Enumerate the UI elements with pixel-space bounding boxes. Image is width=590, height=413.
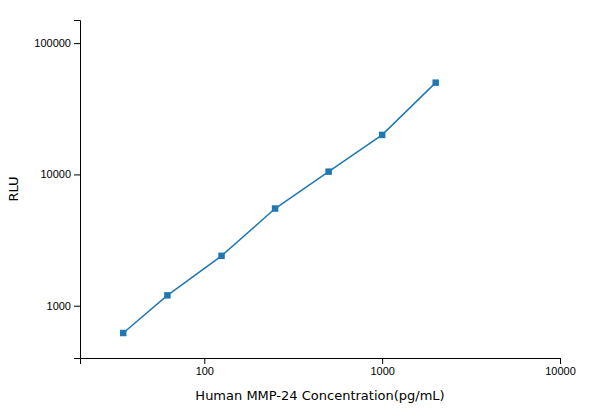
plot-area: 100 1000 10000 1000 10000 100000 Human MMP-24 … xyxy=(6,21,576,404)
y-axis-title: RLU xyxy=(6,176,21,201)
tick-label: 1000 xyxy=(370,365,394,377)
marks xyxy=(120,79,439,336)
tick-mark xyxy=(74,174,80,175)
axis-line xyxy=(81,359,561,365)
chart: 100 1000 10000 1000 10000 100000 Human MMP-24 … xyxy=(0,0,590,413)
tick: 10000 xyxy=(40,168,80,180)
tick: 1000 xyxy=(47,300,80,312)
line xyxy=(123,83,435,333)
tick-mark xyxy=(204,358,205,364)
tick-label: 1000 xyxy=(47,300,71,312)
point xyxy=(432,79,438,85)
tick: 1000 xyxy=(370,358,394,377)
point xyxy=(218,253,224,259)
x-axis-title: Human MMP-24 Concentration(pg/mL) xyxy=(195,388,444,403)
tick: 100000 xyxy=(34,37,80,49)
tick-mark xyxy=(74,306,80,307)
point xyxy=(379,132,385,138)
point xyxy=(325,168,331,174)
tick: 100 xyxy=(196,358,214,377)
tick-label: 100 xyxy=(196,365,214,377)
tick-mark xyxy=(560,358,561,364)
y-axis: 1000 10000 100000 xyxy=(34,21,80,359)
point xyxy=(120,330,126,336)
axis-line xyxy=(74,21,81,359)
x-axis: 100 1000 10000 xyxy=(81,358,576,377)
tick-label: 10000 xyxy=(545,365,576,377)
point xyxy=(272,205,278,211)
tick-mark xyxy=(382,358,383,364)
point xyxy=(164,292,170,298)
tick: 10000 xyxy=(545,358,576,377)
tick-mark xyxy=(74,43,80,44)
tick-label: 10000 xyxy=(40,168,71,180)
tick-label: 100000 xyxy=(34,37,71,49)
